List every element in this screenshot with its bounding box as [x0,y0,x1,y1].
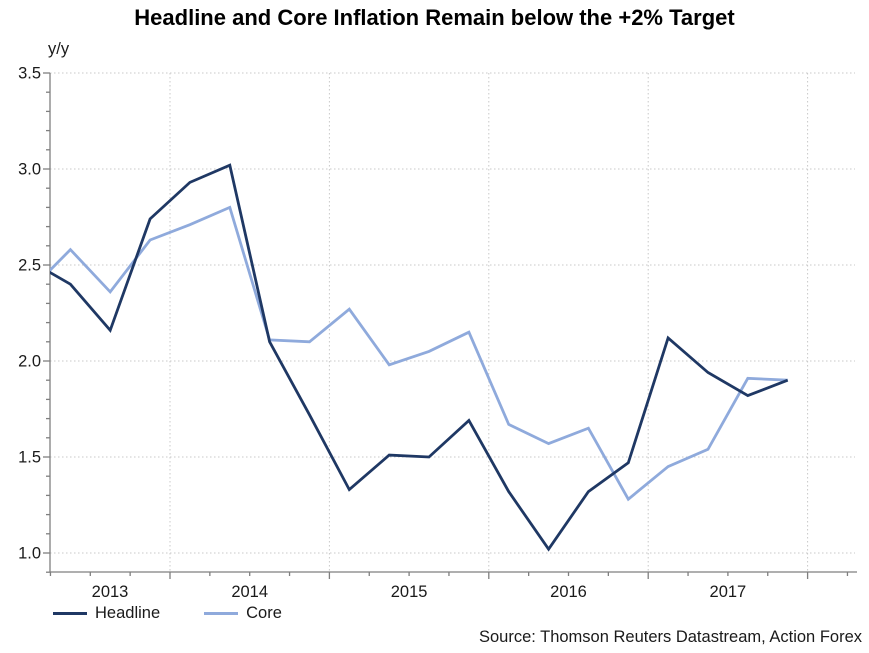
y-tick-label: 3.0 [18,161,41,179]
y-tick-label: 2.5 [18,257,41,275]
legend: Headline Core [53,602,326,624]
x-year-label: 2017 [710,583,747,601]
legend-swatch-core [204,611,239,615]
source-credit: Source: Thomson Reuters Datastream, Acti… [478,628,862,646]
x-year-label: 2016 [550,583,587,601]
legend-swatch-headline [53,611,87,615]
series-headline-line [50,163,789,552]
series-core-line [50,205,788,502]
x-year-label: 2013 [92,583,129,601]
x-year-label: 2015 [391,583,428,601]
legend-label-headline: Headline [95,603,161,622]
legend-label-core: Core [246,603,282,622]
y-tick-label: 1.5 [18,449,41,467]
x-year-label: 2014 [231,583,268,601]
y-tick-label: 3.5 [18,65,41,83]
y-axis-unit-label: y/y [48,40,70,58]
y-tick-label: 2.0 [18,353,41,371]
y-tick-label: 1.0 [18,545,41,563]
chart-title: Headline and Core Inflation Remain below… [134,5,735,30]
